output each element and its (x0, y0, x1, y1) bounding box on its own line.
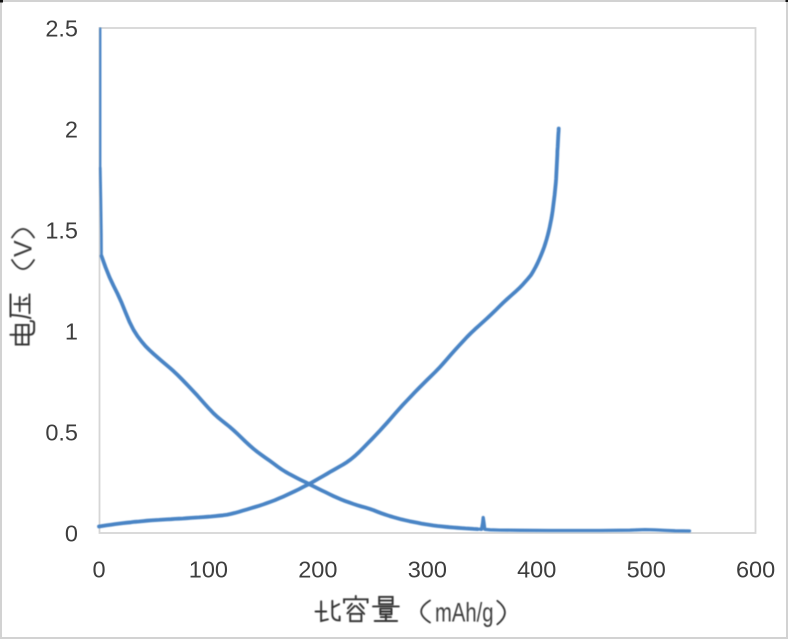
svg-text:2.5: 2.5 (45, 16, 78, 42)
svg-text:1.5: 1.5 (45, 218, 78, 244)
svg-text:1: 1 (65, 319, 78, 345)
svg-text:V: V (10, 240, 38, 257)
svg-text:100: 100 (189, 557, 228, 583)
svg-text:0: 0 (92, 557, 105, 583)
svg-text:300: 300 (408, 557, 447, 583)
svg-text:600: 600 (736, 557, 775, 583)
svg-text:0: 0 (65, 521, 78, 547)
svg-text:500: 500 (627, 557, 666, 583)
svg-text:mAh/g: mAh/g (435, 598, 494, 628)
svg-text:200: 200 (298, 557, 337, 583)
svg-text:400: 400 (517, 557, 556, 583)
svg-text:2: 2 (65, 117, 78, 143)
svg-text:0.5: 0.5 (45, 420, 78, 446)
